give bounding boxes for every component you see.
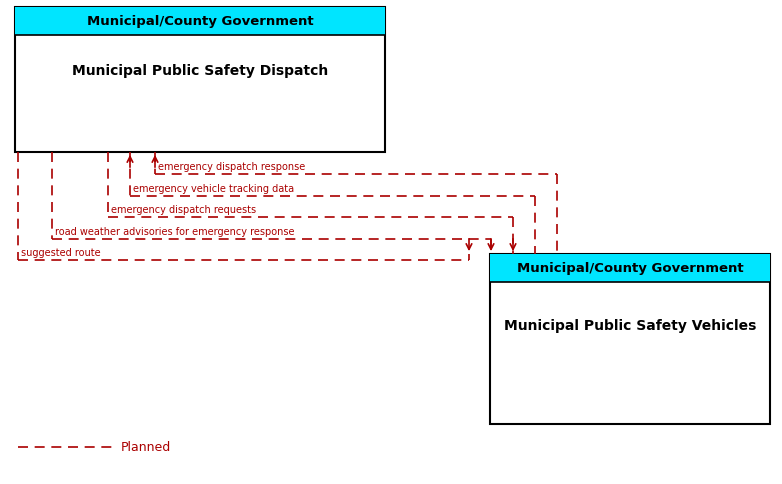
Text: road weather advisories for emergency response: road weather advisories for emergency re… — [55, 227, 295, 237]
Bar — [490, 255, 770, 283]
Text: emergency vehicle tracking data: emergency vehicle tracking data — [133, 183, 294, 194]
Bar — [15, 8, 385, 36]
Bar — [15, 8, 385, 152]
Text: Municipal/County Government: Municipal/County Government — [517, 262, 744, 275]
Text: Municipal Public Safety Vehicles: Municipal Public Safety Vehicles — [504, 318, 756, 332]
Bar — [490, 255, 770, 424]
Text: emergency dispatch response: emergency dispatch response — [158, 162, 305, 172]
Text: suggested route: suggested route — [21, 247, 101, 257]
Text: emergency dispatch requests: emergency dispatch requests — [111, 205, 256, 214]
Text: Municipal Public Safety Dispatch: Municipal Public Safety Dispatch — [72, 64, 328, 78]
Text: Municipal/County Government: Municipal/County Government — [87, 15, 314, 29]
Text: Planned: Planned — [121, 440, 171, 454]
